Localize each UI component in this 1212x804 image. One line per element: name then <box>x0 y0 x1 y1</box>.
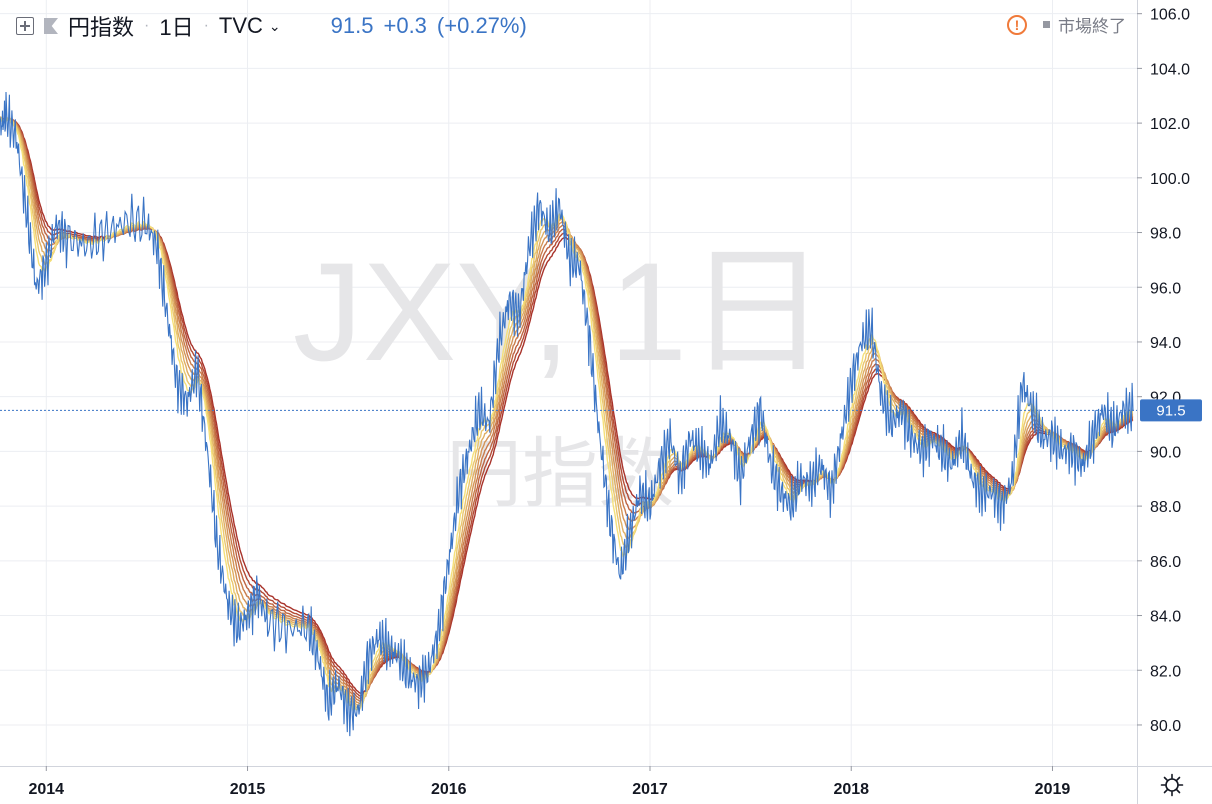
time-tick-label: 2019 <box>1035 781 1071 798</box>
price-tick-label: 86.0 <box>1150 554 1181 571</box>
chevron-down-icon[interactable]: ⌄ <box>268 17 281 34</box>
price-change-percent: (+0.27%) <box>436 13 527 38</box>
settings-gear-icon[interactable] <box>1160 773 1184 797</box>
interval-label[interactable]: 1日 <box>159 15 194 40</box>
exchange-label[interactable]: TVC <box>218 13 263 38</box>
watermark-symbol: JXY, 1日 <box>293 233 827 390</box>
price-axis[interactable]: 80.082.084.086.088.090.092.094.096.098.0… <box>1137 0 1190 804</box>
price-change: +0.3 <box>383 13 427 38</box>
separator-dot: · <box>144 17 150 34</box>
price-tick-label: 84.0 <box>1150 609 1181 626</box>
flag-icon[interactable] <box>44 18 58 34</box>
add-box-icon[interactable] <box>16 17 34 35</box>
time-tick-label: 2014 <box>28 781 64 798</box>
last-price-label-bg <box>1140 399 1202 422</box>
price-tick-label: 104.0 <box>1150 61 1190 78</box>
time-axis[interactable]: 2014 2015 2016 2017 2018 2019 <box>0 766 1212 798</box>
price-tick-label: 94.0 <box>1150 335 1181 352</box>
ma-ribbon-line <box>0 115 1134 705</box>
price-line <box>0 91 1134 737</box>
price-tick-label: 100.0 <box>1150 171 1190 188</box>
last-price-label: 91.5 <box>1140 399 1202 422</box>
price-tick-label: 106.0 <box>1150 7 1190 24</box>
separator-dot: · <box>203 17 209 34</box>
price-tick-label: 82.0 <box>1150 663 1181 680</box>
price-tick-label: 80.0 <box>1150 718 1181 735</box>
price-tick-label: 88.0 <box>1150 499 1181 516</box>
last-price: 91.5 <box>330 13 374 38</box>
price-tick-label: 98.0 <box>1150 226 1181 243</box>
chart-header: 円指数 · 1日 · TVC ⌄ 91.5 +0.3 (+0.27%) <box>16 10 527 42</box>
ma-ribbon-line <box>0 116 1134 700</box>
price-tick-label: 96.0 <box>1150 280 1181 297</box>
last-price-label-text: 91.5 <box>1156 402 1185 419</box>
status-square-icon <box>1043 21 1050 28</box>
market-status-text: 市場終了 <box>1058 17 1126 36</box>
ma-ribbon-line <box>0 116 1134 702</box>
time-tick-label: 2018 <box>833 781 869 798</box>
symbol-name[interactable]: 円指数 <box>68 15 135 40</box>
market-status: ! 市場終了 <box>1007 12 1126 37</box>
price-tick-label: 102.0 <box>1150 116 1190 133</box>
time-tick-label: 2015 <box>230 781 266 798</box>
time-tick-label: 2017 <box>632 781 668 798</box>
time-tick-label: 2016 <box>431 781 467 798</box>
price-tick-label: 90.0 <box>1150 444 1181 461</box>
warning-icon[interactable]: ! <box>1007 14 1027 35</box>
